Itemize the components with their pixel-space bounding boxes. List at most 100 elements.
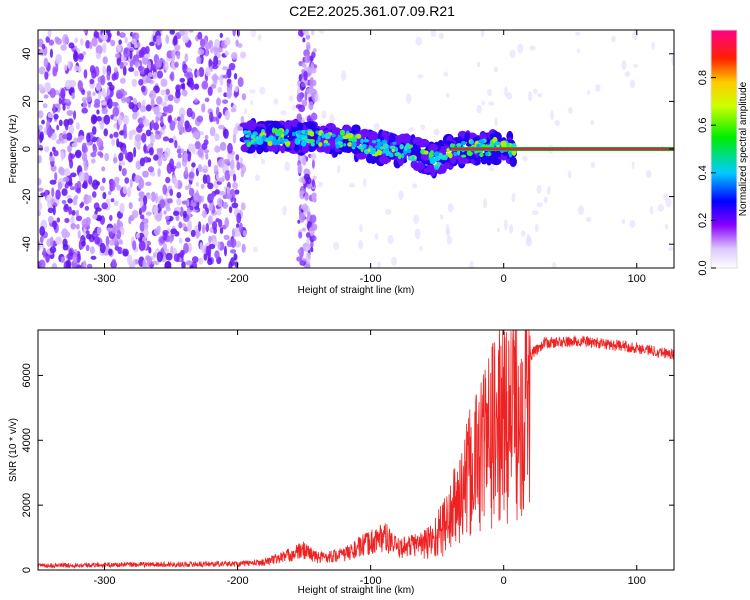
noise-blob [190,167,195,173]
noise-blob [208,235,212,244]
noise-blob [105,235,110,246]
noise-blob [38,187,44,192]
track-core-blob [436,161,442,167]
noise-blob [100,74,106,86]
noise-blob [47,215,54,224]
track-core-blob [347,132,354,139]
noise-blob [53,150,59,157]
noise-blob [178,237,183,244]
track-core-blob [407,144,414,148]
noise-blob [178,107,186,118]
noise-blob [305,245,310,251]
noise-blob [182,35,189,44]
noise-blob [663,193,669,201]
noise-blob [144,222,149,230]
noise-blob [503,219,508,231]
noise-blob [418,246,423,252]
track-core-blob [500,140,507,147]
noise-blob [209,126,216,137]
noise-blob [64,122,69,131]
noise-blob [153,154,159,161]
noise-blob [164,60,169,72]
noise-blob [201,103,206,113]
noise-blob [141,132,147,143]
noise-blob [126,186,132,198]
noise-blob [58,97,62,105]
noise-blob [302,156,307,166]
noise-blob [69,186,75,191]
noise-blob [182,63,188,74]
noise-blob [240,116,245,124]
track-core-blob [284,138,289,142]
noise-blob [190,82,195,91]
noise-blob [218,190,226,196]
noise-blob [240,202,246,211]
noise-blob [443,71,449,77]
noise-blob [90,158,96,164]
noise-blob [96,109,100,115]
noise-blob [47,30,52,39]
noise-blob [481,100,486,106]
noise-blob [83,172,90,183]
noise-blob [299,212,306,223]
track-core-blob [485,151,489,157]
noise-blob [102,177,106,184]
noise-blob [116,30,120,36]
noise-blob [92,213,98,220]
noise-blob [223,158,230,165]
noise-blob [175,215,180,222]
noise-blob [176,51,181,60]
noise-blob [234,189,240,195]
noise-blob [45,36,50,43]
track-core-blob [450,143,456,148]
noise-blob [219,32,223,39]
noise-blob [90,255,97,260]
noise-blob [447,203,454,213]
track-core-blob [360,138,364,144]
noise-blob [205,245,212,256]
noise-blob [164,147,171,158]
track-blob [464,132,470,141]
noise-blob [306,211,311,216]
track-core-blob [423,150,429,155]
noise-blob [142,195,148,206]
noise-blob [162,136,170,142]
noise-blob [112,157,118,164]
noise-blob [162,242,167,252]
noise-blob [124,177,130,184]
noise-blob [232,133,237,144]
noise-blob [93,103,101,109]
noise-blob [111,101,119,107]
noise-blob [234,240,242,248]
noise-blob [70,223,77,229]
noise-blob [196,70,200,78]
track-blob [414,161,425,171]
noise-blob [105,198,111,204]
track-core-blob [335,143,340,149]
noise-blob [49,48,53,58]
noise-blob [96,115,102,122]
noise-blob [179,125,185,135]
noise-blob [529,45,536,51]
noise-blob [121,167,127,177]
noise-blob [173,253,180,262]
noise-blob [202,203,208,210]
noise-blob [51,262,58,268]
noise-blob [297,164,303,174]
track-core-blob [479,152,484,158]
noise-blob [377,261,382,268]
noise-blob [150,133,156,144]
noise-blob [236,212,242,224]
noise-blob [213,73,218,85]
track-core-blob [478,139,485,144]
noise-blob [496,227,500,233]
noise-blob [188,30,194,33]
noise-blob [525,236,533,247]
noise-blob [129,50,133,60]
noise-blob [122,65,127,76]
noise-blob [212,65,218,70]
noise-blob [311,192,316,202]
noise-blob [309,76,314,88]
noise-blob [554,120,561,126]
noise-blob [38,83,44,91]
